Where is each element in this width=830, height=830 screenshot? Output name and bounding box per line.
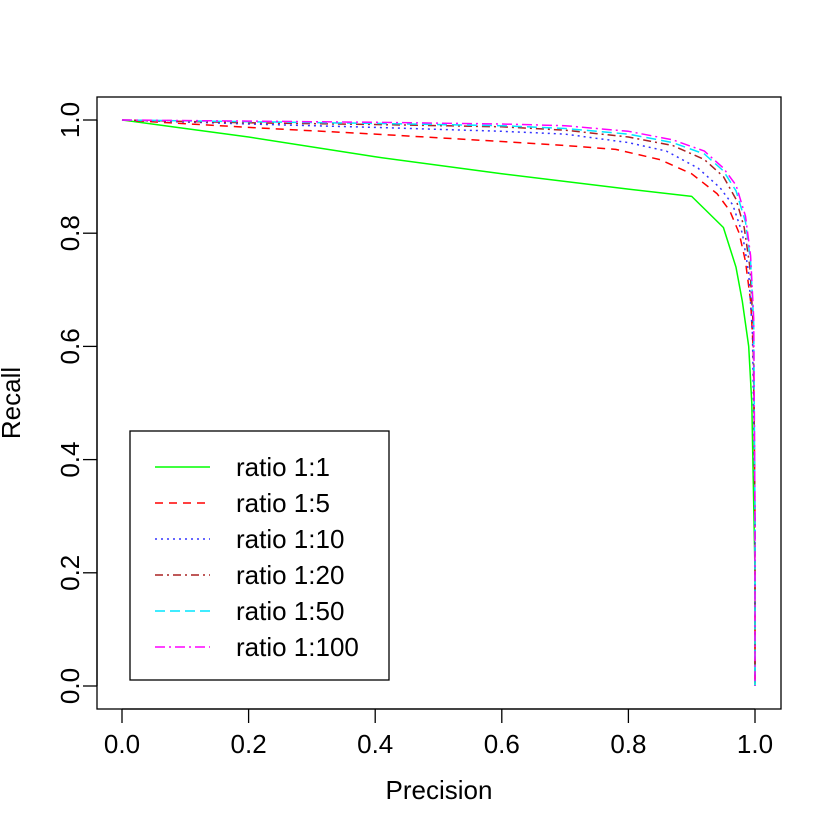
y-tick-label: 0.4 xyxy=(55,442,85,478)
series-group xyxy=(121,119,756,686)
y-axis: 0.0 0.2 0.4 0.6 0.8 1.0 xyxy=(55,102,98,704)
y-tick-label: 0.2 xyxy=(55,555,85,591)
series-line-2 xyxy=(121,119,756,686)
y-tick-label: 1.0 xyxy=(55,102,85,138)
x-axis-title: Precision xyxy=(386,775,493,805)
legend-label-2: ratio 1:5 xyxy=(236,488,330,518)
y-tick-label: 0.6 xyxy=(55,328,85,364)
y-axis-title: Recall xyxy=(0,367,26,439)
y-tick-label: 0.8 xyxy=(55,215,85,251)
x-tick-label: 0.4 xyxy=(357,729,393,759)
legend-label-4: ratio 1:20 xyxy=(236,560,344,590)
x-tick-label: 0.8 xyxy=(610,729,646,759)
x-tick-label: 0.2 xyxy=(231,729,267,759)
legend-box xyxy=(129,430,390,681)
legend-label-5: ratio 1:50 xyxy=(236,596,344,626)
legend: ratio 1:1 ratio 1:5 ratio 1:10 ratio 1:20 ra… xyxy=(129,430,390,681)
legend-label-6: ratio 1:100 xyxy=(236,632,359,662)
x-tick-label: 1.0 xyxy=(737,729,773,759)
legend-label-3: ratio 1:10 xyxy=(236,524,344,554)
series-line-5 xyxy=(121,119,756,686)
x-tick-label: 0.6 xyxy=(484,729,520,759)
y-tick-label: 0.0 xyxy=(55,668,85,704)
x-tick-label: 0.0 xyxy=(104,729,140,759)
series-line-1 xyxy=(121,119,756,686)
series-line-3 xyxy=(121,119,756,686)
legend-label-1: ratio 1:1 xyxy=(236,452,330,482)
x-axis: 0.0 0.2 0.4 0.6 0.8 1.0 xyxy=(104,708,773,759)
series-line-6 xyxy=(121,119,756,686)
